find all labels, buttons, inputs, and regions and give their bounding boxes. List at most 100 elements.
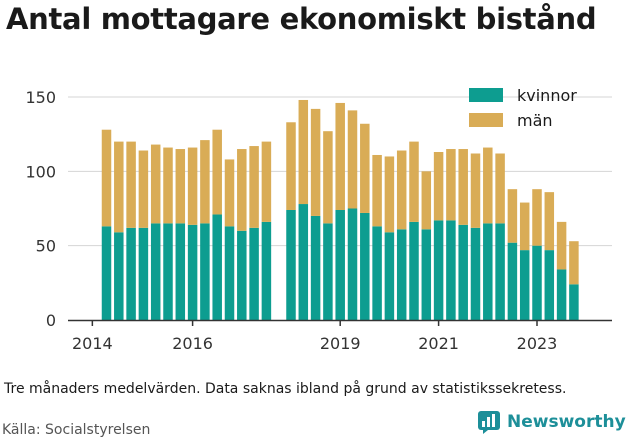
bar-man xyxy=(224,159,235,227)
bar-kvinnor xyxy=(101,226,112,320)
legend-swatch-1 xyxy=(469,113,503,127)
bar-man xyxy=(409,141,419,222)
bar-man xyxy=(175,149,186,224)
bar-man xyxy=(347,110,358,209)
bar-man xyxy=(446,149,456,221)
bar-man xyxy=(483,147,493,224)
bar-kvinnor xyxy=(224,226,235,320)
bar-man xyxy=(237,149,247,231)
bar-man xyxy=(298,99,309,205)
bar-kvinnor xyxy=(396,229,407,320)
bar-kvinnor xyxy=(433,220,444,320)
y-tick-label: 150 xyxy=(25,88,56,107)
x-tick-label: 2019 xyxy=(320,334,361,353)
bar-man xyxy=(286,122,296,210)
bar-kvinnor xyxy=(237,230,247,320)
x-tick-label: 2021 xyxy=(418,334,459,353)
bar-man xyxy=(126,141,136,228)
legend: kvinnor män xyxy=(469,86,577,130)
bar-man xyxy=(470,153,481,228)
bar-man xyxy=(544,192,555,251)
bar-man xyxy=(384,156,395,233)
bar-man xyxy=(187,147,198,225)
bar-man xyxy=(458,149,468,225)
bar-man xyxy=(138,150,149,228)
bar-man xyxy=(163,147,173,224)
bar-kvinnor xyxy=(286,209,296,320)
bar-kvinnor xyxy=(310,215,321,320)
bar-kvinnor xyxy=(187,224,198,320)
y-axis-ticks: 0 50 100 150 xyxy=(25,88,56,330)
bar-man xyxy=(372,154,382,227)
legend-label: kvinnor xyxy=(517,86,577,105)
bar-man xyxy=(261,141,272,222)
bar-kvinnor xyxy=(507,242,518,320)
y-tick-label: 0 xyxy=(46,311,56,330)
brand-logo: Newsworthy xyxy=(477,410,626,434)
x-axis: 2014 2016 2019 2021 2023 xyxy=(68,319,612,353)
bar-kvinnor xyxy=(200,223,210,320)
bar-kvinnor xyxy=(114,232,124,320)
bar-man xyxy=(433,152,444,221)
bar-kvinnor xyxy=(323,223,333,320)
bar-man xyxy=(335,102,345,210)
bar-kvinnor xyxy=(470,227,481,320)
bar-kvinnor xyxy=(495,223,505,320)
stacked-bar-chart: 0 50 100 150 2014 2016 2019 2021 2023 kvinnor mä… xyxy=(25,86,612,353)
bar-kvinnor xyxy=(335,209,345,320)
bar-man xyxy=(323,131,333,224)
bar-man xyxy=(310,108,321,216)
bar-man xyxy=(101,129,112,227)
bar-kvinnor xyxy=(347,208,358,320)
bar-kvinnor xyxy=(298,204,309,320)
bar-kvinnor xyxy=(569,284,579,320)
bar-kvinnor xyxy=(126,227,136,320)
bar-man xyxy=(421,171,432,230)
bar-kvinnor xyxy=(409,221,419,320)
bar-kvinnor xyxy=(360,212,370,320)
chart-title: Antal mottagare ekonomiskt bistånd xyxy=(6,2,597,36)
y-tick-label: 50 xyxy=(36,237,56,256)
chart-caption: Tre månaders medelvärden. Data saknas ib… xyxy=(4,381,567,397)
bar-kvinnor xyxy=(446,220,456,320)
bars xyxy=(101,99,579,320)
bar-kvinnor xyxy=(212,214,222,320)
bar-man xyxy=(212,129,222,215)
bar-man xyxy=(360,123,370,213)
bar-man xyxy=(532,189,542,246)
bar-kvinnor xyxy=(138,227,149,320)
bar-kvinnor xyxy=(532,245,542,320)
bar-kvinnor xyxy=(544,250,555,320)
bar-kvinnor xyxy=(175,223,186,320)
bar-man xyxy=(200,140,210,224)
bar-kvinnor xyxy=(519,250,530,320)
bar-kvinnor xyxy=(421,229,432,320)
bar-kvinnor xyxy=(458,224,468,320)
bar-kvinnor xyxy=(556,269,567,320)
newsworthy-logo-icon xyxy=(478,411,500,434)
bar-kvinnor xyxy=(249,227,259,320)
bar-man xyxy=(114,141,124,233)
bar-man xyxy=(150,144,161,224)
bar-man xyxy=(569,241,579,285)
bar-man xyxy=(396,150,407,230)
x-tick-label: 2016 xyxy=(172,334,213,353)
bar-man xyxy=(556,221,567,270)
bar-man xyxy=(519,202,530,251)
x-tick-label: 2014 xyxy=(72,334,113,353)
brand-name: Newsworthy xyxy=(507,412,626,432)
legend-swatch-0 xyxy=(469,88,503,102)
bar-man xyxy=(507,189,518,243)
x-tick-label: 2023 xyxy=(517,334,558,353)
bar-kvinnor xyxy=(483,223,493,320)
source-text: Källa: Socialstyrelsen xyxy=(2,422,151,438)
legend-label: män xyxy=(517,111,553,130)
bar-kvinnor xyxy=(163,223,173,320)
bar-kvinnor xyxy=(372,226,382,320)
bar-man xyxy=(495,153,505,224)
bar-kvinnor xyxy=(261,221,272,320)
bar-man xyxy=(249,146,259,228)
y-tick-label: 100 xyxy=(25,162,56,181)
bar-kvinnor xyxy=(150,223,161,320)
bar-kvinnor xyxy=(384,232,395,320)
